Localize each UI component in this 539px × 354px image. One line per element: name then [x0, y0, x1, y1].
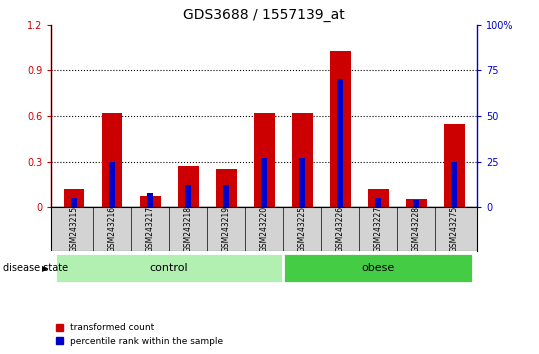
Text: GSM243218: GSM243218 — [184, 206, 192, 252]
Text: GSM243227: GSM243227 — [374, 206, 383, 252]
Text: GSM243217: GSM243217 — [146, 206, 155, 252]
Bar — [216, 169, 237, 207]
Text: GSM243228: GSM243228 — [412, 206, 420, 252]
Text: control: control — [150, 263, 188, 273]
Bar — [292, 113, 313, 207]
Bar — [71, 198, 77, 207]
Bar — [368, 189, 389, 207]
Legend: transformed count, percentile rank within the sample: transformed count, percentile rank withi… — [56, 324, 223, 346]
Text: obese: obese — [362, 263, 395, 273]
Bar — [147, 193, 153, 207]
Text: GSM243219: GSM243219 — [222, 206, 231, 252]
Bar — [55, 253, 283, 283]
Bar — [64, 189, 85, 207]
Text: GSM243225: GSM243225 — [298, 206, 307, 252]
Bar — [299, 158, 305, 207]
Bar — [109, 161, 115, 207]
Text: GSM243226: GSM243226 — [336, 206, 344, 252]
Bar — [254, 113, 274, 207]
Bar — [413, 200, 419, 207]
Bar — [261, 158, 267, 207]
Text: GSM243220: GSM243220 — [260, 206, 268, 252]
Text: ▶: ▶ — [42, 264, 49, 273]
Bar — [178, 166, 198, 207]
Bar — [451, 161, 457, 207]
Bar — [223, 185, 229, 207]
Title: GDS3688 / 1557139_at: GDS3688 / 1557139_at — [183, 8, 345, 22]
Bar — [406, 200, 427, 207]
Bar — [337, 80, 343, 207]
Text: disease state: disease state — [3, 263, 68, 273]
Bar — [140, 196, 161, 207]
Bar — [444, 124, 465, 207]
Bar — [101, 113, 122, 207]
Bar — [375, 198, 381, 207]
Bar — [185, 185, 191, 207]
Bar — [330, 51, 350, 207]
Text: GSM243275: GSM243275 — [450, 206, 459, 252]
Text: GSM243215: GSM243215 — [70, 206, 79, 252]
Text: GSM243216: GSM243216 — [108, 206, 116, 252]
Bar — [283, 253, 473, 283]
